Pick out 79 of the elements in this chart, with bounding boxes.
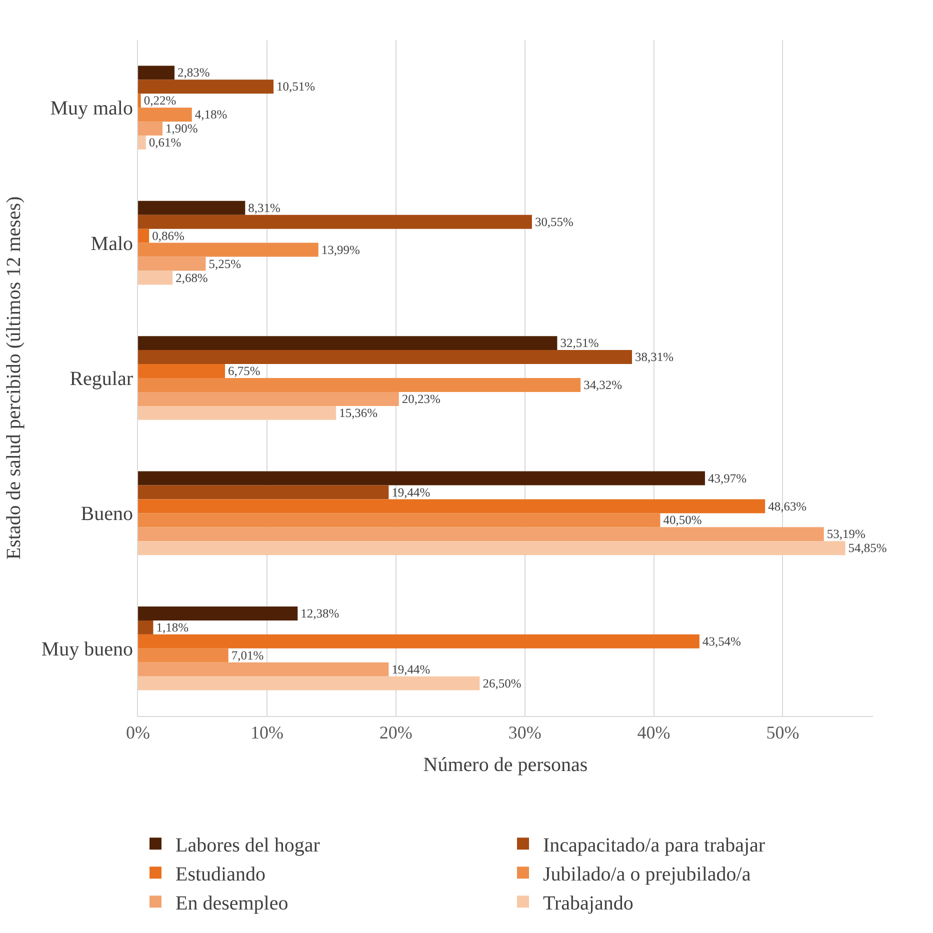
legend-label: Trabajando [543,892,634,914]
legend-label: Labores del hogar [176,834,320,856]
data-label: 12,38% [300,606,340,621]
data-label: 2,83% [178,66,210,80]
legend-label: En desempleo [176,892,288,914]
bar [138,485,389,500]
bar [138,662,389,676]
bar [138,513,660,528]
bar [138,620,154,634]
bar [138,392,399,406]
data-label: 30,55% [534,214,574,229]
y-axis-title: Estado de salud percibido (últimos 12 meses) [2,196,25,560]
legend-label: Jubilado/a o prejubilado/a [543,863,751,886]
bar [138,228,150,243]
bar [138,364,226,378]
bar [138,108,192,122]
bar [138,270,173,285]
data-label: 4,18% [194,108,228,122]
bar [138,378,581,392]
bar [138,676,480,690]
x-tick-label: 10% [250,722,284,743]
legend-label: Estudiando [176,863,266,886]
data-label: 10,51% [276,80,316,94]
data-label: 26,50% [482,676,522,690]
data-label: 54,85% [848,541,887,556]
y-tick-label: Bueno [80,503,133,526]
bar [138,256,206,271]
bar [138,606,298,620]
bar [138,66,174,80]
data-label: 38,31% [635,350,674,364]
bar [138,648,228,662]
data-label: 20,23% [402,392,440,406]
data-label: 40,50% [663,513,702,528]
data-label: 2,68% [176,270,208,285]
bar [138,242,318,257]
y-tick-label: Muy malo [50,98,133,120]
bar [138,80,274,94]
x-tick-label: 50% [766,722,800,743]
bar [138,336,558,350]
bar [138,527,824,542]
data-label: 19,44% [392,485,430,500]
x-tick-label: 30% [508,722,542,743]
data-label: 43,97% [708,471,746,486]
data-label: 15,36% [339,406,378,420]
bar [138,471,705,486]
legend-label: Incapacitado/a para trabajar [543,834,766,856]
data-label: 19,44% [392,662,430,676]
bar [138,634,700,648]
data-label: 0,22% [144,94,176,108]
bar [138,122,162,136]
data-label: 6,75% [228,364,260,378]
x-axis-title: Número de personas [423,754,588,776]
data-label: 43,54% [702,634,741,648]
bar [138,214,532,229]
y-tick-label: Malo [90,232,133,255]
data-label: 34,32% [584,378,622,392]
bar [138,136,146,150]
y-tick-label: Muy bueno [41,638,133,660]
data-label: 1,18% [156,620,188,634]
data-label: 53,19% [826,527,866,542]
x-tick-label: 20% [379,722,412,743]
x-tick-label: 40% [637,722,670,743]
bar [138,350,632,364]
bar [138,541,846,556]
bar [138,94,141,108]
data-label: 13,99% [321,242,360,257]
data-label: 7,01% [231,648,264,662]
bar [138,406,336,420]
data-label: 48,63% [768,499,807,514]
y-tick-label: Regular [70,368,134,390]
data-label: 0,86% [152,228,184,243]
x-tick-label: 0% [126,722,150,743]
data-label: 32,51% [560,336,599,350]
data-label: 5,25% [208,256,241,271]
data-label: 8,31% [248,200,280,215]
bar [138,499,766,514]
data-label: 1,90% [166,122,198,136]
bar [138,200,246,215]
data-label: 0,61% [148,136,182,150]
